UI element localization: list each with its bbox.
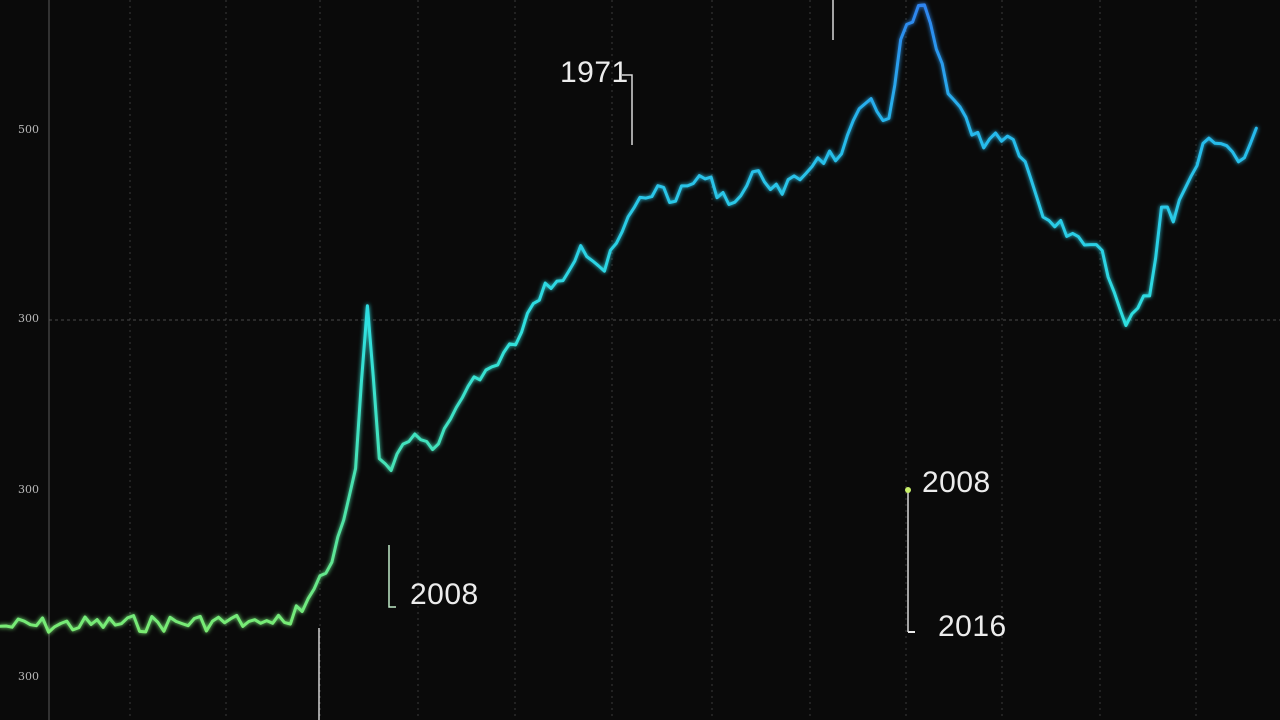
annotation-label: 2008 [922, 466, 991, 499]
annotation-leader [388, 545, 396, 608]
annotation-label: 2016 [938, 610, 1007, 643]
grid [49, 0, 1280, 720]
y-tick-label: 300 [18, 483, 39, 496]
annotation-leader [622, 74, 633, 145]
annotation-label: 1971 [560, 56, 629, 89]
annotation-label: 2008 [410, 578, 479, 611]
y-tick-label: 500 [18, 123, 39, 136]
y-tick-label: 300 [18, 312, 39, 325]
y-tick-label: 300 [18, 670, 39, 683]
series-line [0, 3, 1258, 634]
annotation-marker [905, 487, 911, 493]
